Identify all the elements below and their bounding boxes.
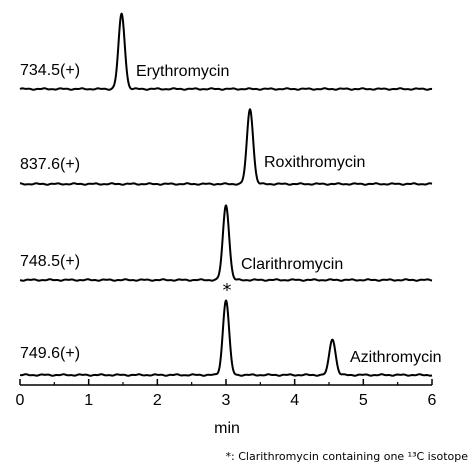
compound-label-clarithromycin: Clarithromycin — [241, 256, 343, 273]
x-axis: 0 1 2 3 4 5 6 — [16, 379, 437, 409]
mz-label-clarithromycin: 748.5(+) — [20, 253, 80, 270]
isotope-marker: * — [223, 280, 232, 301]
mz-label-azithromycin: 749.6(+) — [20, 345, 80, 362]
trace-line-erythromycin — [19, 12, 433, 91]
mz-label-erythromycin: 734.5(+) — [20, 62, 80, 79]
compound-label-roxithromycin: Roxithromycin — [264, 154, 365, 171]
trace-line-clarithromycin — [19, 204, 433, 282]
footnote: *: Clarithromycin containing one ¹³C iso… — [226, 450, 469, 463]
x-tick-label: 0 — [16, 392, 25, 409]
trace-line-azithromycin — [19, 299, 433, 377]
trace-line-roxithromycin — [19, 108, 433, 186]
x-axis-title: min — [214, 420, 240, 437]
x-tick-label: 2 — [153, 392, 162, 409]
x-tick-label: 1 — [84, 392, 93, 409]
x-tick-label: 6 — [428, 392, 437, 409]
x-tick-label: 5 — [359, 392, 368, 409]
compound-label-azithromycin: Azithromycin — [350, 349, 442, 366]
compound-label-erythromycin: Erythromycin — [136, 63, 229, 80]
mz-label-roxithromycin: 837.6(+) — [20, 156, 80, 173]
x-tick-label: 4 — [290, 392, 299, 409]
x-tick-label: 3 — [222, 392, 231, 409]
traces-group: 734.5(+) Erythromycin 837.6(+) Roxithromyci… — [19, 12, 442, 377]
